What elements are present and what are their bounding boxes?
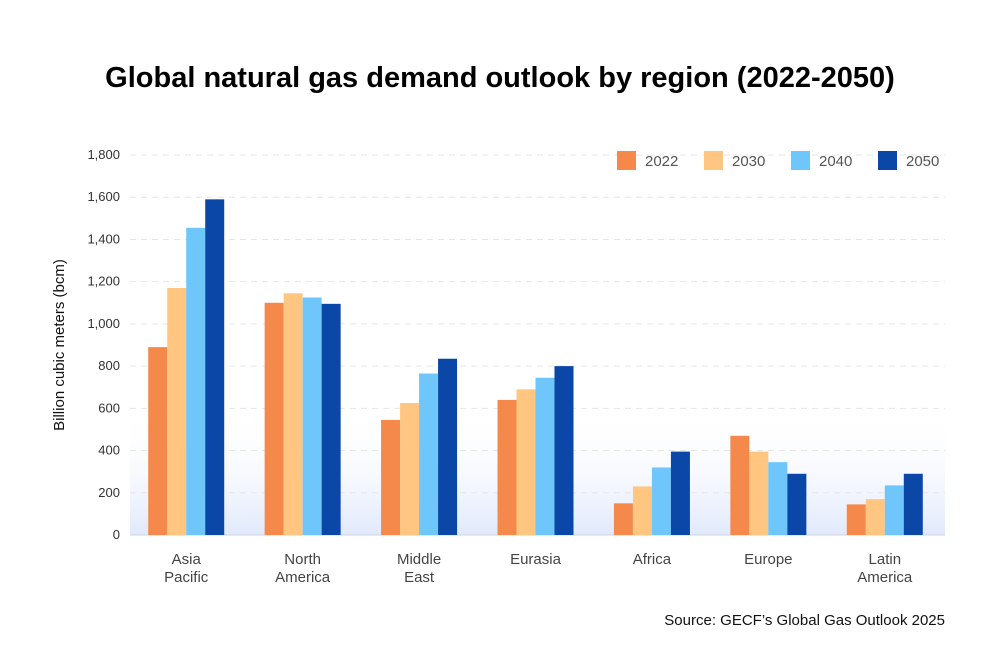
x-category-label: Africa — [633, 551, 672, 568]
legend-label-2022: 2022 — [645, 153, 678, 170]
bar-2030 — [167, 288, 187, 535]
bar-2030 — [400, 403, 420, 535]
y-tick-label: 0 — [113, 527, 120, 542]
x-category-label: Latin America — [857, 551, 913, 586]
bar-2040 — [535, 377, 555, 535]
bar-2050 — [554, 366, 574, 535]
bar-2022 — [613, 503, 633, 535]
y-axis-label: Billion cubic meters (bcm) — [51, 259, 68, 431]
y-tick-label: 400 — [98, 443, 120, 458]
bar-2022 — [148, 347, 168, 535]
bar-2030 — [516, 389, 536, 535]
bar-2050 — [670, 451, 690, 535]
bar-2050 — [903, 473, 923, 535]
legend-swatch-2030 — [704, 151, 723, 170]
y-tick-label: 1,000 — [87, 316, 120, 331]
legend-swatch-2050 — [878, 151, 897, 170]
source-note: Source: GECF’s Global Gas Outlook 2025 — [664, 612, 945, 629]
legend-swatch-2022 — [617, 151, 636, 170]
bar-2030 — [283, 293, 303, 535]
bar-2022 — [846, 504, 866, 535]
bar-2022 — [381, 419, 401, 535]
x-category-label: Asia Pacific — [164, 551, 209, 586]
bar-2022 — [497, 399, 517, 535]
x-category-label: North America — [275, 551, 331, 586]
bar-2030 — [749, 451, 769, 535]
legend-swatch-2040 — [791, 151, 810, 170]
legend-label-2040: 2040 — [819, 153, 852, 170]
bar-2022 — [264, 302, 284, 535]
bar-2040 — [651, 467, 671, 535]
y-tick-label: 200 — [98, 485, 120, 500]
legend-label-2050: 2050 — [906, 153, 939, 170]
y-tick-label: 1,800 — [87, 147, 120, 162]
y-tick-label: 1,400 — [87, 231, 120, 246]
bar-2050 — [321, 303, 341, 535]
bar-2030 — [865, 499, 885, 535]
bar-2022 — [730, 435, 750, 535]
y-tick-label: 1,200 — [87, 274, 120, 289]
bar-2040 — [884, 485, 904, 535]
y-tick-label: 800 — [98, 358, 120, 373]
bar-2040 — [768, 462, 788, 535]
y-tick-label: 1,600 — [87, 189, 120, 204]
bar-2050 — [787, 473, 807, 535]
bar-2030 — [632, 486, 652, 535]
x-category-label: Middle East — [397, 551, 441, 586]
x-category-label: Europe — [744, 551, 792, 568]
bar-2050 — [438, 358, 458, 535]
bar-2040 — [302, 297, 322, 535]
bar-2050 — [205, 199, 225, 536]
y-tick-label: 600 — [98, 400, 120, 415]
legend-label-2030: 2030 — [732, 153, 765, 170]
bar-2040 — [419, 373, 439, 535]
x-category-label: Eurasia — [510, 551, 562, 568]
bar-2040 — [186, 227, 206, 536]
chart-title: Global natural gas demand outlook by reg… — [105, 62, 895, 94]
